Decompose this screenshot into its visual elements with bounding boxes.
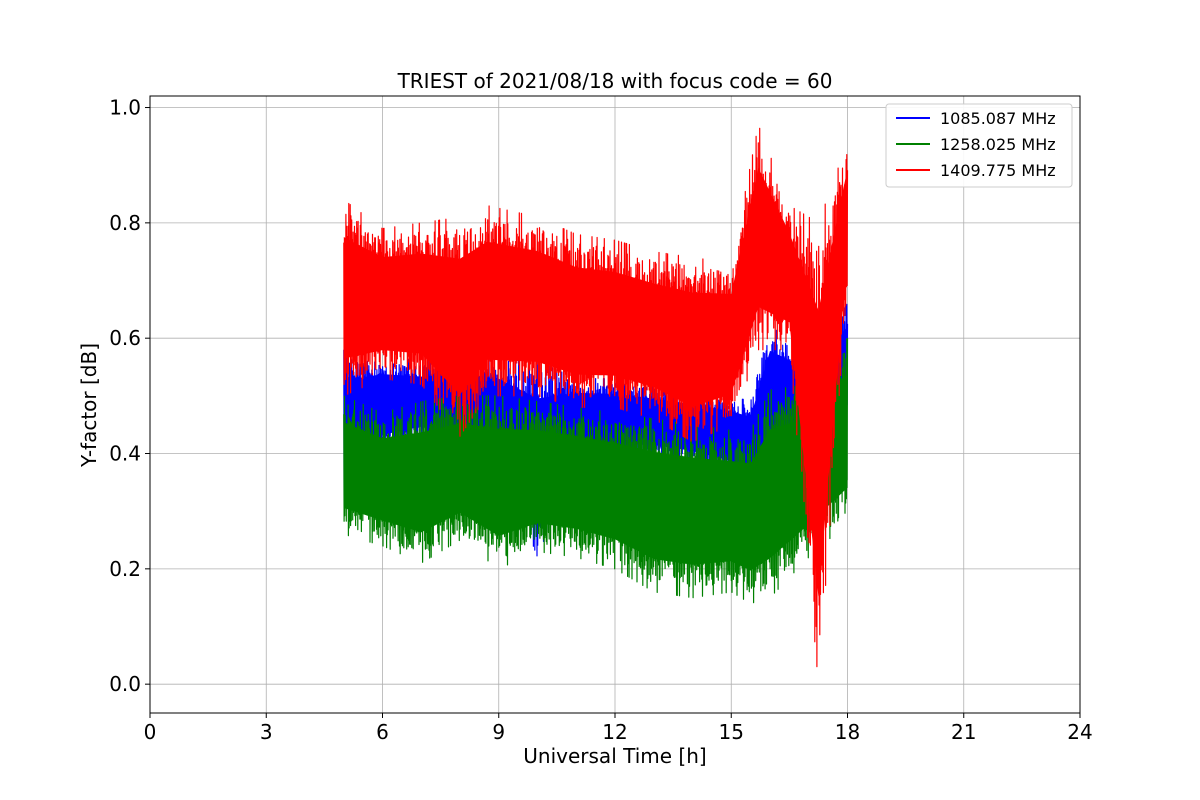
x-tick-label: 12 xyxy=(602,720,627,744)
legend-label: 1409.775 MHz xyxy=(940,161,1056,180)
y-axis-label: Y-factor [dB] xyxy=(77,343,101,468)
x-tick-label: 21 xyxy=(951,720,976,744)
x-axis-label: Universal Time [h] xyxy=(523,744,706,768)
chart-title: TRIEST of 2021/08/18 with focus code = 6… xyxy=(397,69,833,93)
x-tick-label: 9 xyxy=(492,720,505,744)
series-line xyxy=(343,338,849,604)
x-tick-label: 0 xyxy=(144,720,157,744)
y-tick-label: 0.0 xyxy=(109,672,141,696)
series-line xyxy=(343,303,849,557)
x-axis: 0 3 6 9 12 15 18 21 24 xyxy=(144,713,1093,744)
series-layer xyxy=(343,127,849,668)
x-tick-label: 3 xyxy=(260,720,273,744)
series-3 xyxy=(343,127,849,668)
y-axis: 0.0 0.2 0.4 0.6 0.8 1.0 xyxy=(109,96,150,696)
y-tick-label: 0.2 xyxy=(109,557,141,581)
legend-label: 1258.025 MHz xyxy=(940,135,1056,154)
legend-label: 1085.087 MHz xyxy=(940,109,1056,128)
x-tick-label: 6 xyxy=(376,720,389,744)
x-tick-label: 18 xyxy=(835,720,860,744)
x-tick-label: 15 xyxy=(719,720,744,744)
legend-box xyxy=(885,103,1073,188)
series-line xyxy=(343,127,849,668)
legend: 1085.087 MHz 1258.025 MHz 1409.775 MHz xyxy=(885,103,1073,188)
y-tick-label: 0.8 xyxy=(109,211,141,235)
y-tick-label: 0.4 xyxy=(109,442,141,466)
y-tick-label: 1.0 xyxy=(109,96,141,120)
series-2 xyxy=(343,338,849,604)
y-tick-label: 0.6 xyxy=(109,326,141,350)
x-tick-label: 24 xyxy=(1067,720,1092,744)
